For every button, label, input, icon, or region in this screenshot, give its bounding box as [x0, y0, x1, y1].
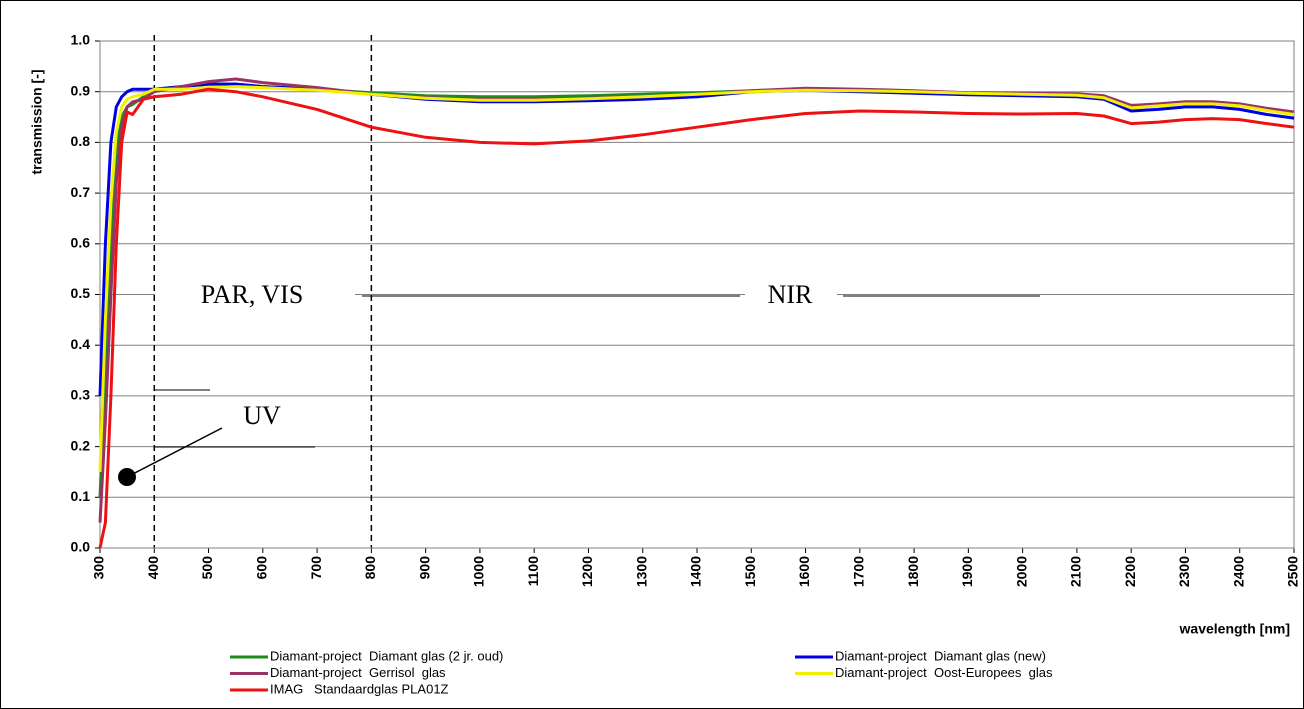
- x-tick-label: 1700: [851, 556, 867, 587]
- label-box: [230, 400, 300, 436]
- legend-label: Diamant-project Oost-Europees glas: [835, 665, 1053, 680]
- series-line: [98, 87, 1295, 549]
- legend-label: Diamant-project Diamant glas (new): [835, 648, 1046, 663]
- x-tick-label: 1200: [579, 556, 595, 587]
- y-tick-label: 0.7: [71, 184, 91, 200]
- y-tick-label: 0.2: [71, 437, 91, 453]
- pointer-line: [126, 427, 223, 478]
- series-line: [98, 82, 1295, 396]
- x-tick-label: 2300: [1176, 556, 1192, 587]
- x-tick-label: 700: [308, 556, 324, 580]
- x-tick-label: 1500: [742, 556, 758, 587]
- y-tick-label: 1.0: [71, 32, 91, 48]
- y-tick-label: 0.6: [71, 235, 91, 251]
- x-tick-label: 2500: [1285, 556, 1301, 587]
- annotation: UV: [243, 401, 281, 430]
- y-tick-label: 0.9: [71, 82, 91, 98]
- legend-label: Diamant-project Gerrisol glas: [270, 665, 446, 680]
- x-tick-label: 2000: [1013, 556, 1029, 587]
- label-box: [155, 278, 355, 314]
- x-axis-label: wavelength [nm]: [1179, 621, 1290, 637]
- x-tick-label: 900: [416, 556, 432, 580]
- x-tick-label: 400: [145, 556, 161, 580]
- x-tick-label: 1600: [796, 556, 812, 587]
- x-tick-label: 1300: [633, 556, 649, 587]
- x-tick-label: 300: [91, 556, 107, 580]
- x-tick-label: 1000: [471, 556, 487, 587]
- y-tick-label: 0.5: [71, 285, 91, 301]
- x-tick-label: 2200: [1122, 556, 1138, 587]
- x-tick-label: 1900: [959, 556, 975, 587]
- annotation: PAR, VIS: [201, 280, 304, 309]
- x-tick-label: 2400: [1230, 556, 1246, 587]
- y-tick-label: 0.4: [71, 336, 91, 352]
- y-tick-label: 0.1: [71, 488, 91, 504]
- x-tick-label: 2100: [1068, 556, 1084, 587]
- legend-label: IMAG Standaardglas PLA01Z: [270, 681, 449, 696]
- x-tick-label: 1100: [525, 556, 541, 587]
- annotation: NIR: [768, 280, 813, 309]
- legend-label: Diamant-project Diamant glas (2 jr. oud): [270, 648, 503, 663]
- plot-frame: [99, 40, 1295, 549]
- x-tick-label: 500: [199, 556, 215, 580]
- x-tick-label: 600: [254, 556, 270, 580]
- x-tick-label: 1800: [905, 556, 921, 587]
- x-tick-label: 800: [362, 556, 378, 580]
- y-tick-label: 0.3: [71, 387, 91, 403]
- label-box: [745, 278, 837, 314]
- series-line: [98, 85, 1295, 472]
- y-tick-label: 0.0: [71, 539, 91, 555]
- y-tick-label: 0.8: [71, 133, 91, 149]
- y-axis-label: transmission [-]: [29, 69, 45, 174]
- x-tick-label: 1400: [688, 556, 704, 587]
- pointer-dot: [118, 468, 136, 486]
